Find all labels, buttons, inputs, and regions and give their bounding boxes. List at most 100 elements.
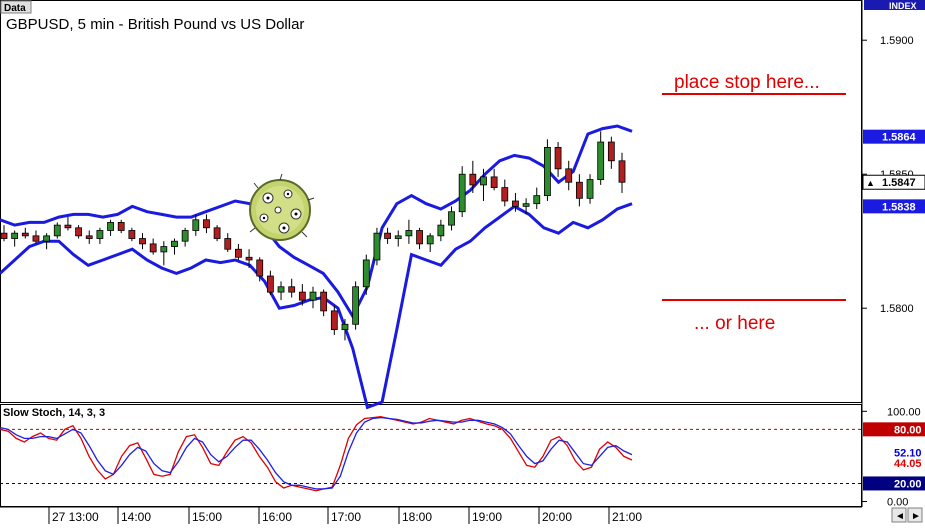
candle bbox=[203, 214, 210, 234]
candle bbox=[586, 174, 594, 204]
candle-body-down bbox=[565, 168, 573, 183]
candle bbox=[501, 179, 509, 207]
candle bbox=[43, 233, 51, 250]
data-tab-label: Data bbox=[4, 3, 26, 14]
candle-body-down bbox=[416, 230, 423, 245]
candle bbox=[554, 142, 562, 177]
time-tick-label: 20:00 bbox=[542, 510, 572, 524]
stoch-level-tag bbox=[863, 422, 925, 437]
stoch-value-tag-bg bbox=[863, 455, 925, 468]
candle bbox=[128, 227, 136, 242]
candle bbox=[117, 219, 125, 234]
scroll-right-icon: ► bbox=[911, 511, 921, 522]
candle bbox=[277, 281, 285, 301]
candle bbox=[544, 139, 551, 201]
candle-body-up bbox=[53, 224, 61, 237]
candle-body-down bbox=[149, 243, 157, 253]
candle-body-up bbox=[11, 232, 19, 239]
time-tick-label: 18:00 bbox=[402, 510, 432, 524]
candle-body-down bbox=[64, 224, 72, 229]
candle bbox=[394, 230, 402, 247]
candle-body-down bbox=[384, 232, 391, 239]
price-tag-label: 1.5838 bbox=[882, 201, 916, 213]
candle bbox=[309, 286, 317, 309]
data-tab[interactable] bbox=[0, 0, 32, 14]
candle-body-up bbox=[597, 141, 605, 180]
price-tag-label: 1.5864 bbox=[882, 132, 917, 144]
candle-body-up bbox=[458, 173, 466, 213]
candle-body-up bbox=[544, 146, 551, 197]
time-tick-label: 21:00 bbox=[612, 510, 642, 524]
annotation-upper: place stop here... bbox=[674, 72, 820, 93]
chart-title: GBPUSD, 5 min - British Pound vs US Doll… bbox=[6, 16, 304, 33]
candle-body-up bbox=[160, 246, 168, 253]
candle bbox=[341, 318, 349, 341]
candle-body-down bbox=[607, 141, 615, 162]
candle bbox=[160, 241, 168, 266]
candle-body-down bbox=[618, 160, 626, 183]
candle bbox=[426, 233, 434, 252]
candle-body-down bbox=[224, 238, 232, 250]
candle-body-down bbox=[213, 227, 221, 239]
candle-body-down bbox=[575, 181, 583, 199]
candle-body-down bbox=[245, 256, 253, 261]
axes: 1.59001.58501.58001.5864▲1.58471.583880.… bbox=[0, 35, 925, 524]
candle bbox=[235, 243, 242, 260]
candle bbox=[298, 284, 306, 306]
candle bbox=[607, 136, 615, 169]
scroll-left-icon: ◄ bbox=[895, 511, 905, 522]
candle-body-down bbox=[203, 219, 210, 229]
candle-body-up bbox=[586, 179, 594, 199]
candle bbox=[522, 198, 530, 215]
candlesticks bbox=[0, 131, 626, 341]
candle-body-down bbox=[21, 232, 29, 237]
candle bbox=[192, 214, 200, 236]
candle bbox=[490, 168, 498, 191]
stoch-value-tag-label: 52.10 bbox=[894, 448, 922, 460]
time-tick-label: 16:00 bbox=[262, 510, 292, 524]
candle bbox=[565, 160, 573, 191]
candle-body-down bbox=[298, 291, 306, 301]
candle bbox=[149, 238, 157, 255]
stoch-tick-label: 100.00 bbox=[887, 406, 921, 418]
scroll-right-button[interactable] bbox=[907, 507, 923, 523]
candle bbox=[181, 227, 189, 247]
candle-body-up bbox=[43, 235, 51, 242]
candle bbox=[139, 233, 146, 250]
index-badge-label: INDEX bbox=[889, 1, 917, 11]
price-panel-frame bbox=[0, 0, 862, 403]
candle bbox=[405, 219, 413, 244]
candle-body-up bbox=[309, 291, 317, 301]
stoch-level-label: 20.00 bbox=[894, 478, 922, 490]
time-tick-label: 19:00 bbox=[472, 510, 502, 524]
candle-body-down bbox=[0, 232, 8, 239]
candle-body-up bbox=[448, 211, 455, 226]
candle-body-down bbox=[139, 238, 146, 245]
candle-body-down bbox=[235, 248, 242, 258]
candle-body-up bbox=[277, 286, 285, 293]
candle bbox=[64, 217, 72, 231]
candle bbox=[107, 219, 114, 236]
price-tick-label: 1.5800 bbox=[880, 303, 914, 315]
candle bbox=[618, 152, 626, 193]
candle bbox=[224, 233, 232, 252]
candle-body-down bbox=[320, 291, 328, 312]
stoch-series-line bbox=[0, 416, 633, 492]
candle-body-up bbox=[533, 195, 541, 205]
candle-body-up bbox=[373, 232, 381, 261]
candle-body-down bbox=[490, 176, 498, 189]
candle bbox=[266, 270, 274, 295]
candle bbox=[213, 225, 221, 242]
candle-body-down bbox=[512, 200, 519, 207]
candle bbox=[597, 131, 605, 185]
candle-body-up bbox=[394, 235, 402, 239]
candle bbox=[11, 230, 19, 247]
candle-body-up bbox=[480, 176, 487, 186]
scroll-left-button[interactable] bbox=[891, 507, 907, 523]
candle-body-down bbox=[554, 146, 562, 170]
annotation-lower: ... or here bbox=[694, 313, 775, 334]
candle bbox=[21, 227, 29, 239]
time-tick-label: 14:00 bbox=[121, 510, 151, 524]
